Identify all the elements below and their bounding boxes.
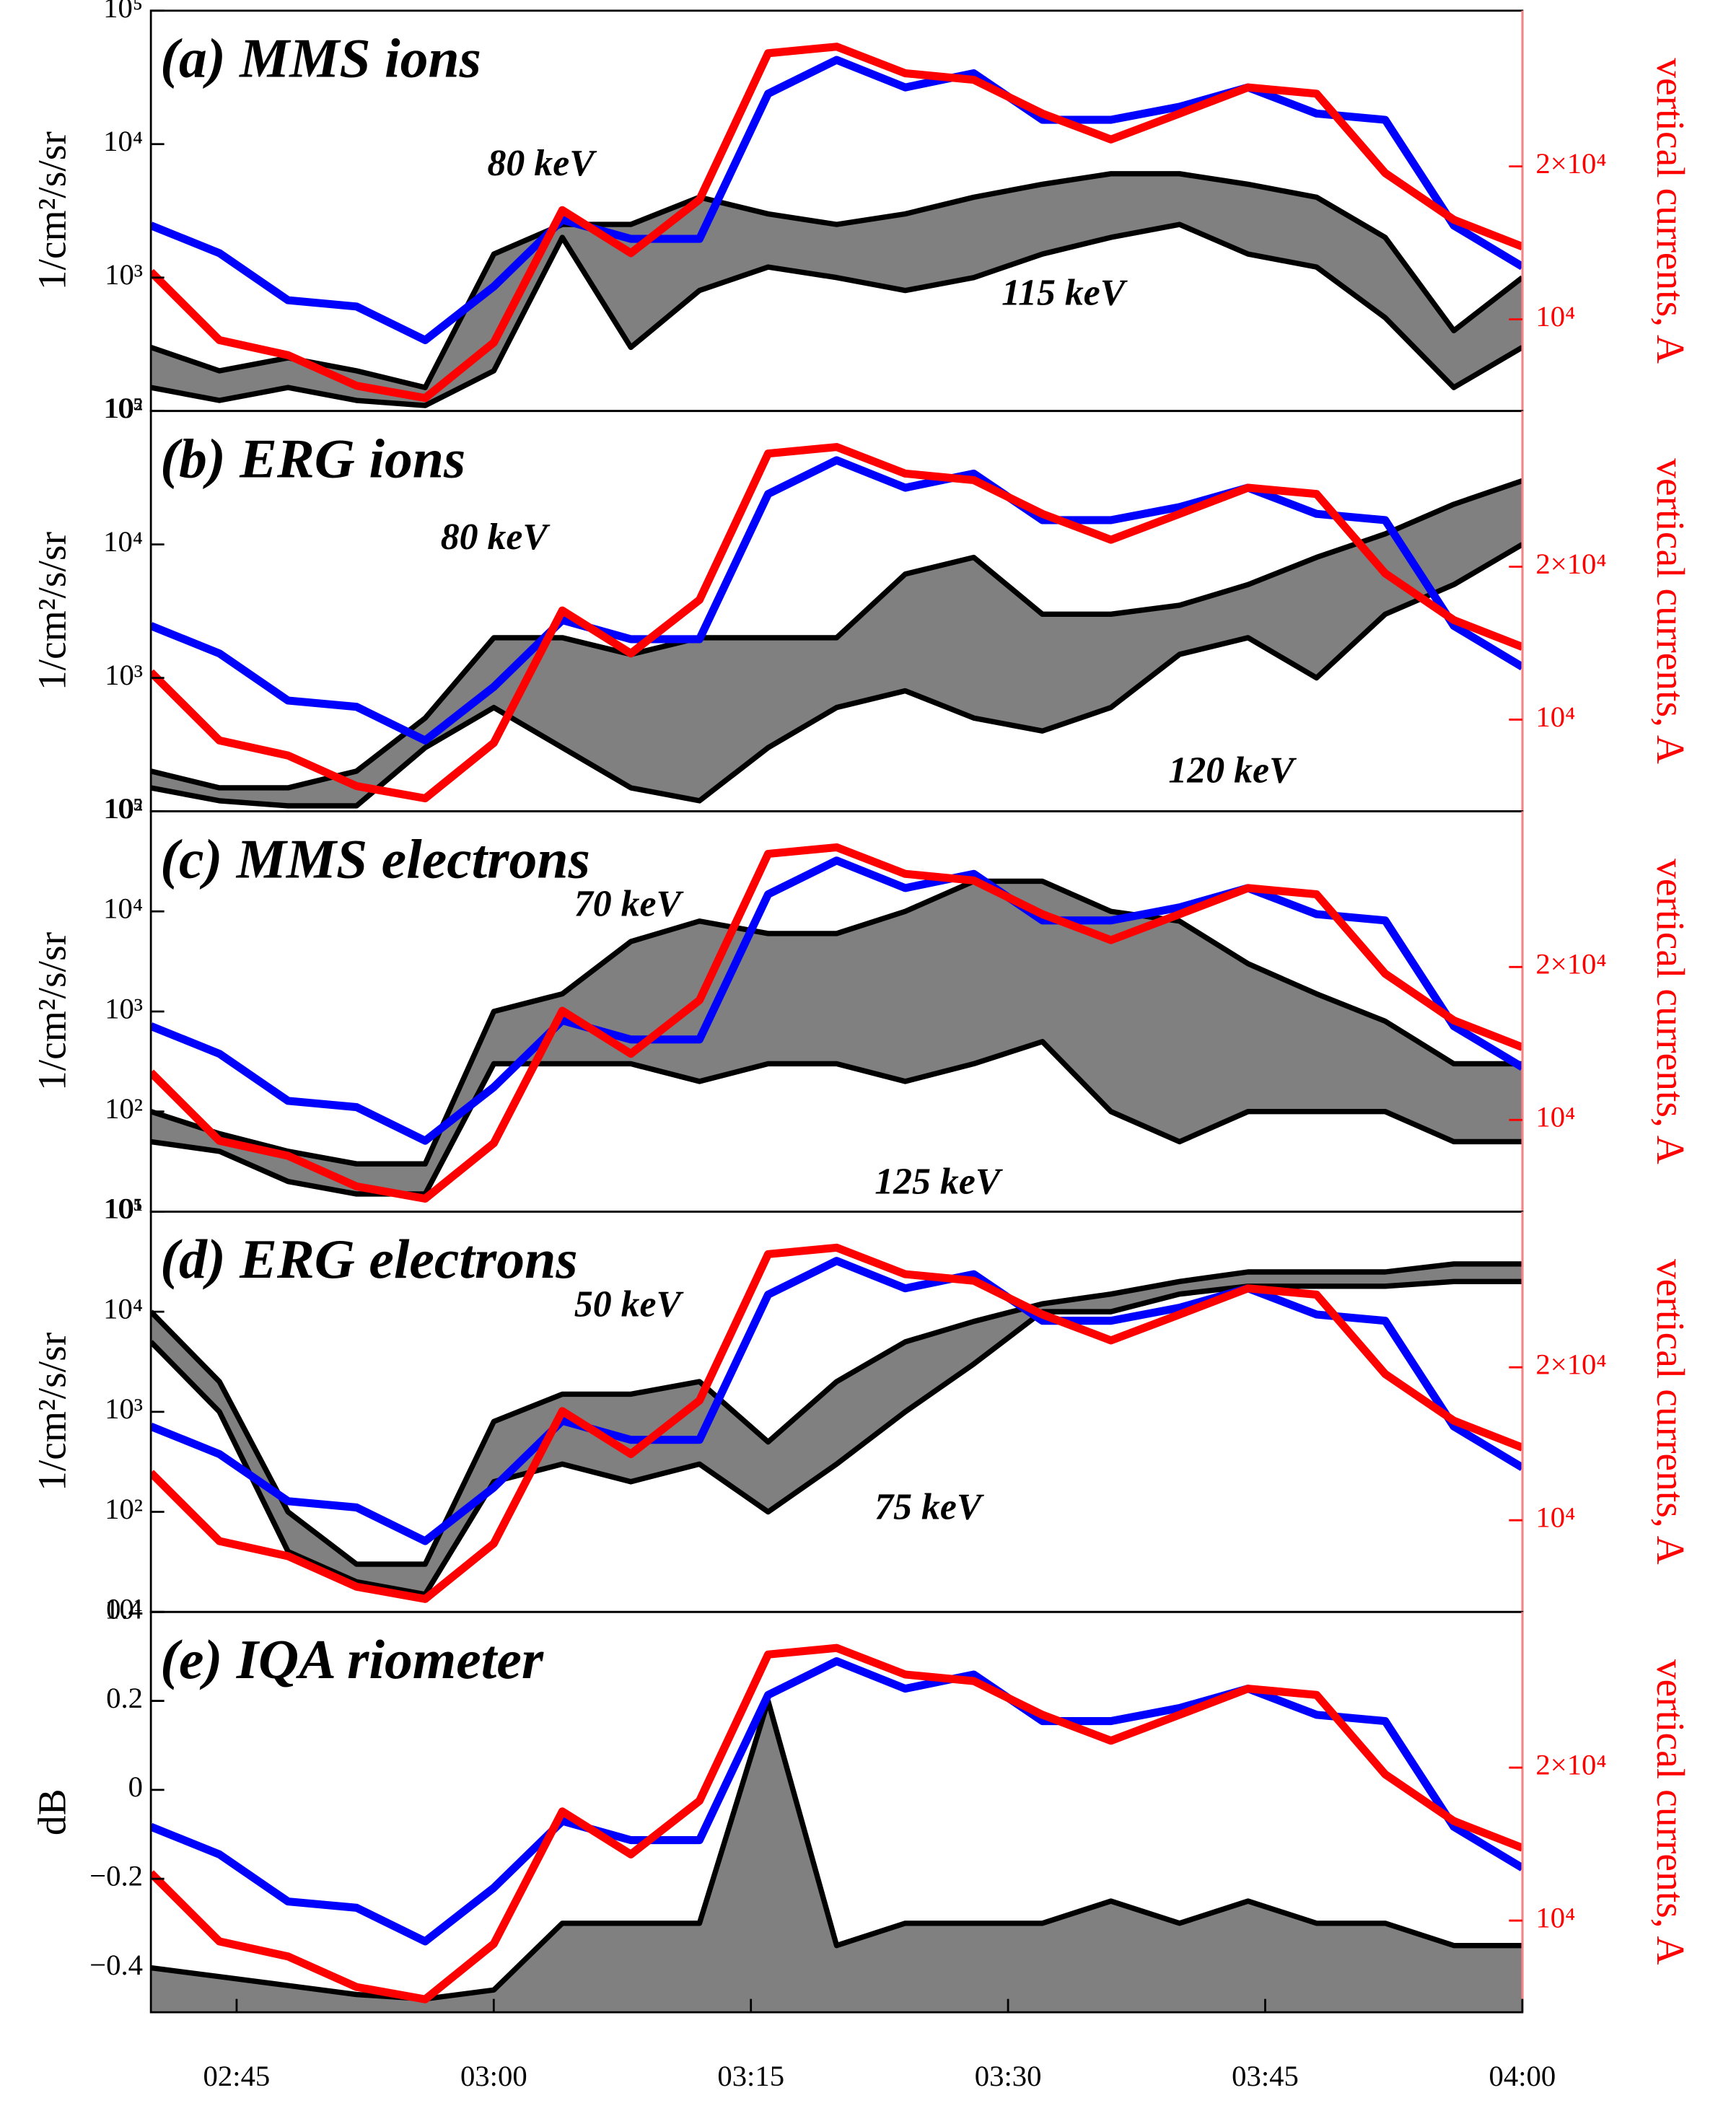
y-axis-label: 1/cm²/s/sr [30, 932, 74, 1091]
band-fill [151, 480, 1522, 806]
y-tick-label: 10⁴ [103, 1292, 143, 1325]
y-tick-label: 10⁵ [103, 792, 143, 825]
y2-axis-label: vertical currents, A [1648, 58, 1692, 364]
y-tick-label: 10² [105, 792, 143, 825]
y-tick-label: −0.2 [89, 1860, 143, 1892]
y2-tick-label: 2×10⁴ [1535, 1348, 1606, 1381]
y2-tick-label: 10⁴ [1535, 1101, 1575, 1133]
panel-title: (d) ERG electrons [160, 1228, 577, 1290]
flux-line [151, 221, 1522, 408]
plot-area [151, 843, 1522, 1203]
y-tick-label: 10² [105, 1493, 143, 1525]
y-tick-label: 10² [105, 1092, 143, 1125]
energy-label: 115 keV [1001, 273, 1128, 314]
current-line [151, 1643, 1522, 2004]
y2-tick-label: 10⁴ [1535, 701, 1575, 733]
y-tick-label: 10⁵ [103, 1193, 143, 1225]
flux-line [151, 878, 1522, 1167]
energy-label: 75 keV [874, 1487, 985, 1528]
energy-label: 80 keV [441, 517, 551, 558]
y-tick-label: 10⁵ [103, 392, 143, 424]
y2-axis-label: vertical currents, A [1648, 1259, 1692, 1565]
plot-area [151, 1643, 1522, 2013]
y2-tick-label: 10⁴ [1535, 1501, 1575, 1534]
y2-axis-label: vertical currents, A [1648, 458, 1692, 764]
y2-tick-label: 2×10⁴ [1535, 548, 1606, 580]
current-line [151, 1243, 1522, 1603]
y-tick-label: 0.2 [106, 1682, 143, 1714]
x-tick-label: 03:45 [1232, 2060, 1299, 2092]
y2-axis-label: vertical currents, A [1648, 1659, 1692, 1965]
flux-line [151, 1261, 1522, 1567]
y-axis-label: dB [30, 1789, 74, 1835]
flux-line [151, 1278, 1522, 1597]
current-line [151, 443, 1522, 803]
panel-title: (e) IQA riometer [160, 1628, 544, 1690]
y-tick-label: 10⁴ [103, 125, 143, 157]
y-tick-label: 0.4 [106, 1593, 143, 1625]
current-line [151, 456, 1522, 745]
plot-area [151, 43, 1522, 408]
flux-line [151, 478, 1522, 791]
y-axis-label: 1/cm²/s/sr [30, 1333, 74, 1491]
area-fill [151, 1700, 1522, 2013]
y-tick-label: 10³ [105, 659, 143, 691]
y-tick-label: −0.4 [89, 1949, 143, 1981]
y-axis-label: 1/cm²/s/sr [30, 131, 74, 290]
current-line [151, 1656, 1522, 1946]
plot-area [151, 443, 1522, 809]
y-tick-label: 10² [105, 392, 143, 424]
x-tick-label: 03:00 [460, 2060, 527, 2092]
band-fill [151, 881, 1522, 1194]
x-tick-label: 03:15 [717, 2060, 784, 2092]
y-axis-label: 1/cm²/s/sr [30, 532, 74, 690]
y2-tick-label: 10⁴ [1535, 300, 1575, 333]
panel-title: (b) ERG ions [160, 427, 465, 489]
panel-title: (c) MMS electrons [160, 828, 590, 890]
y-tick-label: 10⁴ [103, 525, 143, 558]
current-line [151, 1257, 1522, 1545]
current-line [151, 43, 1522, 403]
plot-area [151, 1243, 1522, 1603]
panel-title: (a) MMS ions [160, 27, 481, 89]
y-tick-label: 10¹ [105, 1593, 143, 1625]
energy-label: 70 keV [574, 884, 685, 925]
y2-axis-label: vertical currents, A [1648, 859, 1692, 1164]
y-tick-label: 10¹ [105, 1193, 143, 1225]
flux-line [151, 1698, 1522, 2002]
y-tick-label: 10³ [105, 258, 143, 291]
y-tick-label: 10⁵ [103, 0, 143, 24]
y-tick-label: 0 [128, 1770, 143, 1803]
y-tick-label: 10³ [105, 1392, 143, 1425]
current-line [151, 56, 1522, 345]
y2-tick-label: 2×10⁴ [1535, 1748, 1606, 1781]
energy-label: 125 keV [874, 1161, 1004, 1202]
y2-tick-label: 2×10⁴ [1535, 948, 1606, 980]
y-tick-label: 10³ [105, 992, 143, 1024]
energy-label: 80 keV [488, 143, 598, 184]
current-line [151, 843, 1522, 1203]
energy-label: 50 keV [574, 1283, 685, 1325]
flux-line [151, 171, 1522, 390]
x-tick-label: 03:30 [975, 2060, 1042, 2092]
current-line [151, 856, 1522, 1145]
y-tick-label: 10⁴ [103, 892, 143, 925]
x-tick-label: 02:45 [203, 2060, 271, 2092]
band-fill [151, 1263, 1522, 1594]
energy-label: 120 keV [1168, 750, 1297, 791]
x-tick-label: 04:00 [1489, 2060, 1556, 2092]
y2-tick-label: 10⁴ [1535, 1901, 1575, 1934]
y2-tick-label: 2×10⁴ [1535, 147, 1606, 180]
